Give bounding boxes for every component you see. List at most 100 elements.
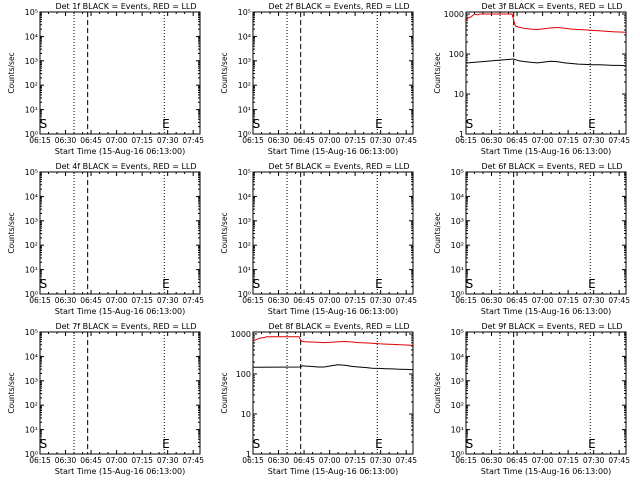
x-tick-label: 07:15 <box>557 136 579 145</box>
end-marker: E <box>588 277 596 291</box>
chart-panel-det-8f: Det 8f BLACK = Events, RED = LLD 1 10 100 10… <box>213 320 426 480</box>
x-tick-label: 07:15 <box>131 456 153 465</box>
y-tick-label: 1 <box>459 130 464 139</box>
end-marker: E <box>162 437 170 451</box>
plot-frame <box>39 331 201 455</box>
x-tick-label: 06:15 <box>29 456 51 465</box>
events-series-line <box>465 58 627 67</box>
chart-svg: Det 5f BLACK = Events, RED = LLD 10⁰ 10¹ 10… <box>220 162 417 316</box>
y-tick-label: 10³ <box>25 217 38 226</box>
x-tick-label: 06:45 <box>293 456 315 465</box>
x-tick-label: 06:30 <box>268 136 290 145</box>
chart-title: Det 8f BLACK = Events, RED = LLD <box>268 322 409 331</box>
y-tick-label: 10² <box>451 401 464 410</box>
chart-svg: Det 6f BLACK = Events, RED = LLD 10⁰ 10¹ 10… <box>433 162 630 316</box>
y-tick-label: 10⁵ <box>238 168 251 177</box>
y-tick-label: 10³ <box>238 57 251 66</box>
x-tick-label: 07:00 <box>106 296 128 305</box>
chart-svg: Det 7f BLACK = Events, RED = LLD 10⁰ 10¹ 10… <box>7 322 204 476</box>
y-tick-label: 10² <box>451 241 464 250</box>
x-tick-label: 06:30 <box>55 136 77 145</box>
end-marker: E <box>375 117 383 131</box>
y-tick-label: 10⁴ <box>25 352 38 361</box>
y-tick-label: 10¹ <box>238 266 251 275</box>
x-tick-label: 07:30 <box>370 136 392 145</box>
y-axis-label: Counts/sec <box>433 372 442 413</box>
x-axis-label: Start Time (15-Aug-16 06:13:00) <box>55 307 186 316</box>
start-marker: S <box>466 277 474 291</box>
x-tick-label: 07:15 <box>344 136 366 145</box>
chart-panel-det-5f: Det 5f BLACK = Events, RED = LLD 10⁰ 10¹ 10… <box>213 160 426 320</box>
chart-svg: Det 4f BLACK = Events, RED = LLD 10⁰ 10¹ 10… <box>7 162 204 316</box>
x-tick-label: 07:30 <box>583 296 605 305</box>
x-tick-label: 07:45 <box>395 456 417 465</box>
y-tick-label: 10³ <box>451 377 464 386</box>
x-tick-label: 07:45 <box>608 296 630 305</box>
x-tick-label: 06:30 <box>268 296 290 305</box>
y-tick-label: 10⁰ <box>25 290 38 299</box>
x-tick-label: 06:30 <box>481 136 503 145</box>
x-tick-label: 06:15 <box>242 136 264 145</box>
plot-frame <box>39 171 201 295</box>
y-axis-label: Counts/sec <box>7 372 16 413</box>
y-tick-label: 10² <box>25 401 38 410</box>
x-tick-label: 07:00 <box>319 456 341 465</box>
end-marker: E <box>375 437 383 451</box>
plot-frame <box>465 11 627 135</box>
x-tick-label: 07:00 <box>532 136 554 145</box>
chart-svg: Det 2f BLACK = Events, RED = LLD 10⁰ 10¹ 10… <box>220 2 417 156</box>
x-tick-label: 07:30 <box>370 296 392 305</box>
x-tick-label: 07:45 <box>182 456 204 465</box>
y-axis-label: Counts/sec <box>220 212 229 253</box>
y-axis-label: Counts/sec <box>433 52 442 93</box>
chart-svg: Det 3f BLACK = Events, RED = LLD 1 10 100 10… <box>433 2 630 156</box>
y-tick-label: 10⁴ <box>451 192 464 201</box>
x-tick-label: 07:45 <box>182 296 204 305</box>
y-axis-label: Counts/sec <box>7 52 16 93</box>
x-tick-label: 07:15 <box>131 296 153 305</box>
y-tick-label: 10⁰ <box>238 130 251 139</box>
x-tick-label: 06:30 <box>55 456 77 465</box>
x-tick-label: 06:45 <box>506 296 528 305</box>
chart-title: Det 3f BLACK = Events, RED = LLD <box>481 2 622 11</box>
chart-panel-det-4f: Det 4f BLACK = Events, RED = LLD 10⁰ 10¹ 10… <box>0 160 213 320</box>
x-tick-label: 07:45 <box>395 136 417 145</box>
x-tick-label: 07:15 <box>131 136 153 145</box>
start-marker: S <box>253 437 261 451</box>
x-tick-label: 07:00 <box>532 456 554 465</box>
x-tick-label: 07:15 <box>557 296 579 305</box>
x-axis-label: Start Time (15-Aug-16 06:13:00) <box>268 307 399 316</box>
x-tick-label: 06:15 <box>455 456 477 465</box>
y-tick-label: 10⁰ <box>25 450 38 459</box>
y-tick-label: 10⁵ <box>25 8 38 17</box>
end-marker: E <box>162 277 170 291</box>
start-marker: S <box>40 277 48 291</box>
x-tick-label: 07:00 <box>106 136 128 145</box>
start-marker: S <box>466 437 474 451</box>
y-axis-label: Counts/sec <box>7 212 16 253</box>
x-tick-label: 07:30 <box>157 296 179 305</box>
plot-frame <box>39 11 201 135</box>
x-tick-label: 07:45 <box>395 296 417 305</box>
y-tick-label: 10³ <box>238 217 251 226</box>
y-tick-label: 10¹ <box>25 426 38 435</box>
chart-svg: Det 9f BLACK = Events, RED = LLD 10⁰ 10¹ 10… <box>433 322 630 476</box>
y-tick-label: 10¹ <box>451 266 464 275</box>
y-tick-label: 10³ <box>25 57 38 66</box>
x-tick-label: 07:30 <box>370 456 392 465</box>
end-marker: E <box>588 117 596 131</box>
x-tick-label: 06:15 <box>29 136 51 145</box>
x-tick-label: 06:45 <box>80 456 102 465</box>
x-tick-label: 06:30 <box>481 296 503 305</box>
lld-series-line <box>252 336 414 346</box>
x-axis-label: Start Time (15-Aug-16 06:13:00) <box>481 467 612 476</box>
y-tick-label: 10¹ <box>25 266 38 275</box>
y-tick-label: 10⁵ <box>238 8 251 17</box>
y-tick-label: 10¹ <box>238 106 251 115</box>
y-tick-label: 10⁰ <box>238 290 251 299</box>
x-tick-label: 06:15 <box>242 456 264 465</box>
start-marker: S <box>40 117 48 131</box>
y-tick-label: 10⁵ <box>451 168 464 177</box>
plot-frame <box>252 171 414 295</box>
y-tick-label: 10⁴ <box>25 32 38 41</box>
